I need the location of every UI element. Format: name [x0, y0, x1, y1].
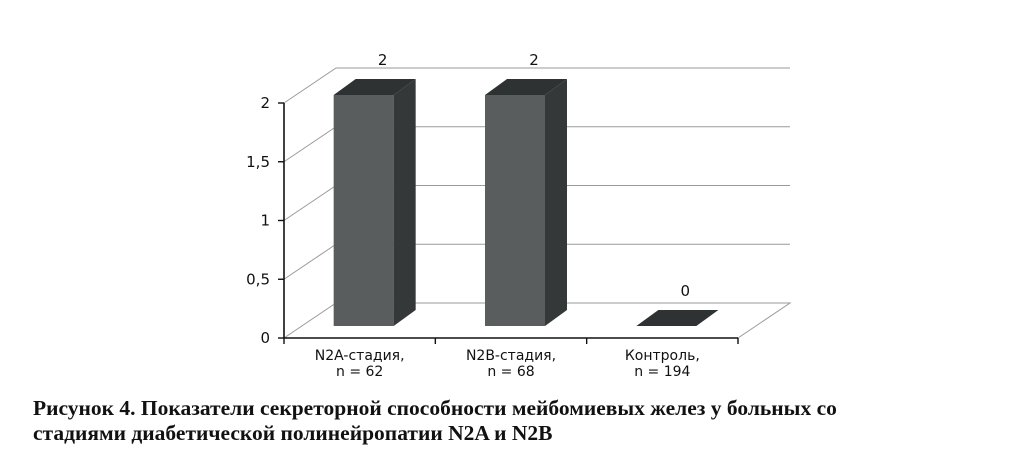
bar — [636, 310, 719, 326]
gridline — [283, 67, 790, 104]
y-tick-label: 1 — [260, 212, 270, 230]
data-label: 2 — [529, 51, 539, 69]
x-category-label: n = 194 — [634, 364, 690, 380]
y-tick-label: 0,5 — [246, 270, 270, 288]
x-category-label: n = 68 — [487, 364, 534, 380]
bar — [485, 79, 567, 326]
data-label: 0 — [681, 282, 691, 300]
bars — [333, 79, 719, 326]
y-tick-label: 1,5 — [246, 153, 270, 171]
bar-top — [485, 79, 567, 95]
y-tick-label: 2 — [260, 94, 270, 112]
x-category-label: N2A-стадия, — [315, 348, 405, 364]
y-tick-label: 0 — [260, 329, 270, 347]
figure-caption: Рисунок 4. Показатели секреторной способ… — [33, 396, 1018, 446]
bar-front — [485, 95, 545, 326]
bar-side — [545, 79, 567, 326]
bar-front — [333, 95, 394, 326]
bar-top — [333, 79, 416, 95]
x-category-label: n = 62 — [336, 364, 383, 380]
data-label: 2 — [378, 51, 388, 69]
bar — [333, 79, 416, 326]
x-category-label: N2B-стадия, — [466, 348, 556, 364]
caption-line-1: Рисунок 4. Показатели секреторной способ… — [33, 396, 837, 420]
bar-side — [393, 79, 416, 326]
bar-top — [636, 310, 719, 326]
caption-line-2: стадиями диабетической полинейропатии N2… — [33, 421, 553, 445]
x-category-label: Контроль, — [625, 348, 700, 364]
